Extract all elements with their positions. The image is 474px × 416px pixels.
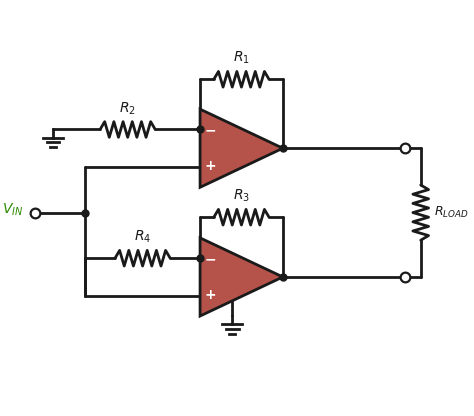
Text: $R_1$: $R_1$ — [233, 50, 250, 67]
Text: $V_{IN}$: $V_{IN}$ — [2, 202, 23, 218]
Text: +: + — [204, 159, 216, 173]
Text: −: − — [204, 253, 216, 266]
Text: $R_4$: $R_4$ — [134, 229, 151, 245]
Text: −: − — [204, 124, 216, 138]
Polygon shape — [200, 109, 283, 187]
Text: $R_2$: $R_2$ — [119, 100, 136, 116]
Text: $R_{LOAD}$: $R_{LOAD}$ — [434, 205, 468, 220]
Text: +: + — [204, 287, 216, 302]
Polygon shape — [200, 238, 283, 316]
Text: $R_3$: $R_3$ — [233, 188, 250, 204]
